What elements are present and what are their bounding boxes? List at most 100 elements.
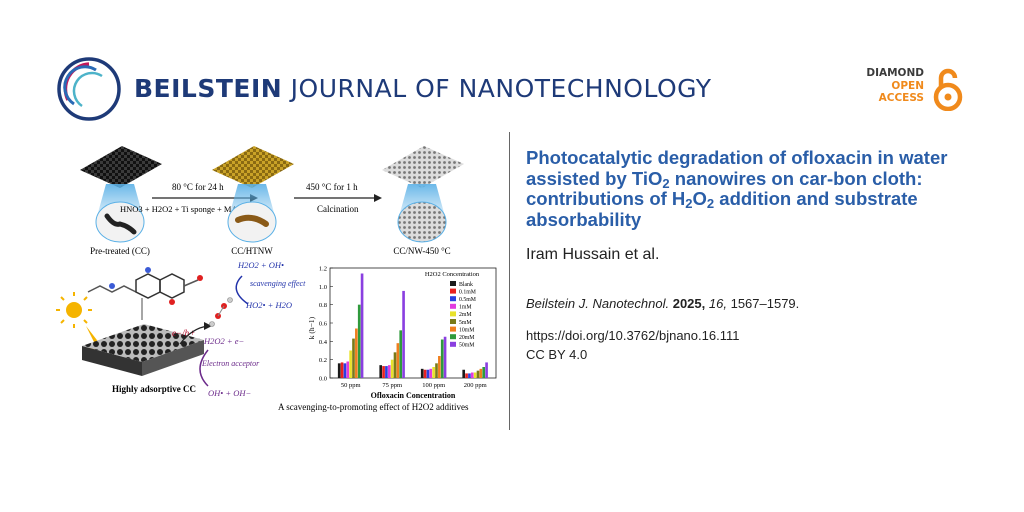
- bar: [396, 343, 400, 378]
- scheme-ho2: HO2• + H2O: [245, 300, 292, 310]
- citation-pages: 1567–1579.: [730, 296, 800, 311]
- bar: [470, 372, 474, 378]
- bar: [485, 362, 488, 378]
- bar: [473, 372, 477, 378]
- bar: [438, 356, 441, 378]
- h2o2-molecule-icon: [209, 297, 233, 327]
- open-access-badge: DIAMOND OPEN ACCESS: [862, 67, 972, 111]
- scheme-scavenging: scavenging effect: [250, 279, 306, 288]
- y-tick-label: 0.4: [319, 339, 328, 346]
- step1-top: 80 °C for 24 h: [172, 182, 224, 192]
- cc-htnw-cloth: [212, 146, 294, 243]
- bar-chart: k (h−1) Ofloxacin Concentration H2O2 Con…: [307, 266, 497, 400]
- bar: [352, 338, 355, 378]
- title-part-1: Photocatalytic degradation of ofloxacin …: [526, 147, 948, 189]
- bar: [479, 368, 483, 378]
- chart-legend-title: H2O2 Concentration: [425, 271, 480, 278]
- bar: [390, 359, 394, 378]
- bar: [423, 369, 427, 378]
- legend-swatch: [450, 311, 456, 317]
- x-tick-label: 75 ppm: [382, 382, 402, 389]
- bar: [468, 373, 471, 378]
- citation-volume: 16,: [708, 296, 727, 311]
- title-sub-3: 2: [706, 196, 715, 211]
- step2-top: 450 °C for 1 h: [306, 182, 358, 192]
- bar: [346, 361, 350, 378]
- title-part-3: O: [692, 188, 707, 209]
- open-lock-icon: [933, 68, 963, 111]
- y-tick-label: 1.0: [319, 284, 327, 291]
- bar: [393, 352, 397, 378]
- legend-label: 0.5mM: [459, 297, 476, 303]
- journal-name-rest: JOURNAL OF NANOTECHNOLOGY: [282, 74, 712, 103]
- journal-name: BEILSTEIN JOURNAL OF NANOTECHNOLOGY: [134, 74, 712, 103]
- bar: [476, 370, 480, 378]
- divider: [509, 132, 510, 430]
- ofloxacin-molecule-icon: [87, 267, 203, 320]
- scheme-h2o2-oh: H2O2 + OH•: [237, 260, 284, 270]
- title-part-2: nanowires on car-bon cloth: contribution…: [526, 167, 923, 209]
- arrow-eh-head: [204, 322, 212, 330]
- oa-open: OPEN: [891, 79, 924, 92]
- label-cc-nw: CC/NW-450 °C: [393, 246, 450, 256]
- bar: [420, 368, 424, 378]
- scheme-oh: OH• + OH−: [208, 388, 251, 398]
- bar: [385, 366, 388, 378]
- bar: [337, 363, 341, 378]
- bar: [429, 368, 433, 378]
- graphical-abstract: Pre-treated (CC) 80 °C for 24 h HNO3 + H…: [56, 146, 497, 412]
- legend-swatch: [450, 319, 456, 324]
- step1-bottom: HNO3 + H2O2 + Ti sponge + MA: [120, 204, 238, 214]
- bar: [343, 363, 347, 378]
- article-authors: Iram Hussain et al.: [526, 246, 660, 263]
- figure-caption: A scavenging-to-promoting effect of H2O2…: [278, 402, 469, 412]
- x-tick-label: 50 ppm: [341, 382, 361, 389]
- label-highly-adsorptive: Highly adsorptive CC: [112, 384, 196, 394]
- bar: [462, 369, 466, 378]
- cc-nw-cloth: [382, 146, 464, 243]
- bar: [432, 367, 435, 378]
- bar: [440, 339, 444, 378]
- bar: [340, 362, 344, 378]
- legend-label: 2mM: [459, 312, 472, 318]
- legend-swatch: [450, 341, 456, 347]
- chart-ylabel: k (h−1): [307, 316, 316, 339]
- legend-swatch: [450, 288, 456, 294]
- legend-label: 1mM: [459, 305, 472, 311]
- legend-label: 5mM: [459, 320, 472, 326]
- article-doi[interactable]: https://doi.org/10.3762/bjnano.16.111: [526, 328, 740, 343]
- article-citation: Beilstein J. Nanotechnol. 2025, 16, 1567…: [526, 296, 799, 311]
- bar: [360, 273, 364, 378]
- bar: [465, 373, 468, 378]
- bar: [357, 304, 361, 378]
- adsorptive-cc-cloth: [82, 324, 204, 362]
- adsorptive-cc-edge-right: [142, 340, 204, 376]
- arrow-acceptor: [199, 349, 209, 387]
- scheme-acceptor: Electron acceptor: [201, 359, 260, 368]
- title-sub-2: 2: [685, 196, 693, 211]
- journal-name-bold: BEILSTEIN: [134, 74, 283, 103]
- legend-label: 10mM: [459, 327, 474, 333]
- legend-swatch: [450, 334, 456, 340]
- bar: [387, 365, 391, 378]
- bar: [443, 336, 447, 378]
- x-tick-label: 200 ppm: [464, 382, 487, 389]
- bar: [382, 366, 385, 378]
- bar: [482, 367, 486, 378]
- article-license[interactable]: CC BY 4.0: [526, 347, 588, 362]
- legend-label: 20mM: [459, 335, 474, 341]
- step2-bottom: Calcination: [317, 204, 359, 214]
- legend-swatch: [450, 303, 456, 309]
- bar: [379, 365, 383, 378]
- legend-label: 50mM: [459, 343, 474, 349]
- label-pretreated-cc: Pre-treated (CC): [90, 246, 150, 256]
- bar: [355, 328, 358, 378]
- y-tick-label: 0.2: [319, 357, 327, 364]
- y-tick-label: 0.8: [319, 302, 327, 309]
- chart-xlabel: Ofloxacin Concentration: [371, 391, 456, 400]
- title-sub-1: 2: [662, 175, 670, 191]
- y-tick-label: 0.6: [319, 321, 328, 328]
- bar: [435, 363, 438, 378]
- sun-icon: [56, 292, 92, 328]
- label-eh: e−/h+: [172, 328, 195, 338]
